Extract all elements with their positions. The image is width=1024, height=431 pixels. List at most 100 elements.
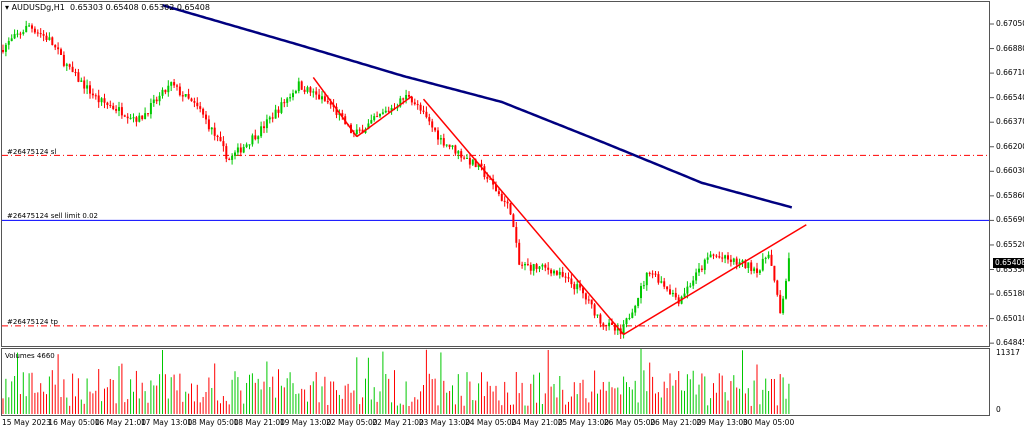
candle-body bbox=[576, 284, 579, 290]
candle-body bbox=[242, 146, 245, 153]
candle-body bbox=[16, 33, 19, 35]
candle-body bbox=[529, 264, 532, 271]
candle-body bbox=[71, 66, 74, 73]
candle-body bbox=[515, 227, 518, 243]
candle-body bbox=[451, 145, 454, 147]
candle-body bbox=[367, 123, 370, 130]
candle-body bbox=[422, 110, 425, 112]
candle-body bbox=[587, 299, 590, 301]
candle-body bbox=[750, 262, 753, 271]
candle-body bbox=[758, 270, 761, 273]
candle-body bbox=[248, 144, 251, 146]
price-axis-label: 0.64845 bbox=[996, 338, 1024, 348]
price-axis-label: 0.66370 bbox=[996, 117, 1024, 127]
candle-body bbox=[292, 93, 294, 98]
candle-body bbox=[712, 254, 715, 256]
candle-body bbox=[495, 184, 497, 192]
candle-body bbox=[60, 49, 62, 55]
candle-body bbox=[257, 136, 260, 140]
candle-body bbox=[698, 268, 700, 273]
candle-body bbox=[379, 113, 381, 117]
candle-body bbox=[289, 97, 292, 99]
candle-body bbox=[184, 94, 187, 97]
candle-body bbox=[4, 44, 7, 52]
candle-body bbox=[564, 276, 567, 278]
candle-body bbox=[416, 104, 419, 106]
candle-body bbox=[97, 95, 100, 103]
time-axis-label: 18 May 21:00 bbox=[233, 418, 285, 427]
candle-body bbox=[596, 314, 599, 316]
candle-body bbox=[161, 89, 164, 96]
candle-body bbox=[663, 281, 666, 287]
candle-body bbox=[692, 280, 695, 286]
candle-body bbox=[45, 35, 48, 40]
candle-body bbox=[33, 28, 36, 33]
candle-body bbox=[628, 317, 631, 319]
candle-body bbox=[634, 305, 637, 313]
candle-body bbox=[86, 85, 89, 89]
candle-body bbox=[187, 94, 190, 99]
candle-body bbox=[100, 98, 103, 103]
candle-body bbox=[695, 272, 698, 281]
price-axis-label: 0.66540 bbox=[996, 92, 1024, 102]
candle-body bbox=[471, 159, 474, 165]
time-axis-label: 22 May 21:00 bbox=[372, 418, 424, 427]
trend-line bbox=[623, 224, 807, 336]
candle-body bbox=[106, 102, 109, 106]
candle-body bbox=[2, 49, 4, 52]
candle-body bbox=[202, 108, 205, 115]
candle-body bbox=[555, 270, 558, 275]
price-axis-label: 0.66710 bbox=[996, 68, 1024, 78]
candle-body bbox=[219, 137, 222, 142]
candle-body bbox=[599, 314, 602, 324]
candle-body bbox=[173, 82, 176, 86]
candle-body bbox=[10, 38, 13, 42]
candle-body bbox=[509, 203, 512, 215]
candle-body bbox=[787, 258, 790, 281]
candle-body bbox=[489, 178, 492, 180]
candle-body bbox=[13, 34, 16, 39]
price-axis-label: 0.65350 bbox=[996, 264, 1024, 274]
candle-body bbox=[126, 116, 129, 119]
candle-body bbox=[666, 286, 669, 290]
candle-body bbox=[268, 117, 271, 120]
volume-label: Volumes 4660 bbox=[5, 352, 55, 360]
candle-body bbox=[561, 271, 564, 277]
candle-body bbox=[234, 152, 236, 156]
price-axis-label: 0.67050 bbox=[996, 19, 1024, 28]
candle-body bbox=[744, 260, 747, 269]
candle-body bbox=[689, 285, 692, 287]
candle-body bbox=[210, 127, 213, 130]
price-axis-label: 0.65180 bbox=[996, 289, 1024, 299]
price-axis-label: 0.65520 bbox=[996, 239, 1024, 249]
time-axis-label: 22 May 05:00 bbox=[326, 418, 378, 427]
time-axis-label: 26 May 21:00 bbox=[650, 418, 702, 427]
candle-body bbox=[521, 264, 524, 266]
candle-body bbox=[236, 147, 239, 153]
candle-body bbox=[674, 292, 677, 298]
candle-body bbox=[381, 112, 384, 114]
candle-body bbox=[283, 102, 286, 104]
candle-body bbox=[228, 158, 231, 160]
candle-body bbox=[178, 86, 181, 96]
moving-average-line bbox=[162, 4, 793, 209]
candle-body bbox=[767, 254, 770, 258]
candle-body bbox=[709, 254, 712, 258]
candle-body bbox=[341, 113, 344, 117]
candle-body bbox=[387, 110, 390, 112]
time-axis-label: 23 May 13:00 bbox=[418, 418, 471, 427]
candle-body bbox=[196, 102, 199, 107]
candle-body bbox=[466, 157, 468, 159]
candle-body bbox=[286, 98, 289, 103]
volume-zero-label: 0 bbox=[996, 405, 1001, 414]
candle-body bbox=[764, 257, 767, 259]
candle-body bbox=[405, 94, 408, 100]
time-axis-label: 25 May 13:00 bbox=[557, 418, 610, 427]
price-axis-label: 0.65860 bbox=[996, 190, 1024, 200]
candle-body bbox=[303, 89, 306, 92]
candle-body bbox=[135, 117, 138, 122]
candle-body bbox=[62, 54, 65, 66]
candle-body bbox=[503, 200, 506, 202]
candle-body bbox=[457, 151, 460, 154]
